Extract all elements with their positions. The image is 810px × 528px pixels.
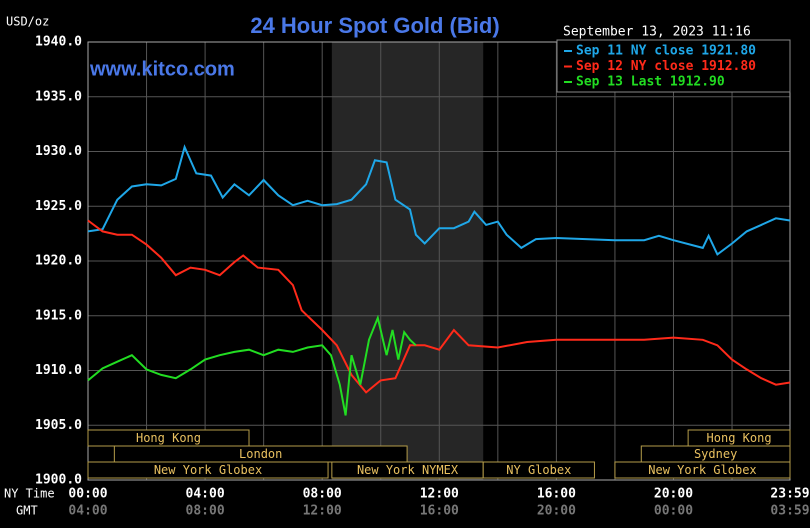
x-tick-label: 20:00: [654, 487, 693, 502]
session-label: Sydney: [694, 447, 737, 461]
series-line: [87, 314, 417, 416]
session-box: [87, 461, 329, 479]
y-tick-label: 1935.0: [35, 89, 82, 104]
y-axis-label: USD/oz: [6, 15, 49, 29]
session-label: New York NYMEX: [357, 463, 459, 477]
x2-axis-label: GMT: [16, 504, 38, 518]
session-box: [482, 461, 595, 479]
x2-tick-label: 00:00: [654, 504, 693, 519]
x2-tick-label: 08:00: [186, 504, 225, 519]
watermark: www.kitco.com: [89, 58, 235, 80]
x-tick-label: 12:00: [420, 487, 459, 502]
x-tick-label: 16:00: [537, 487, 576, 502]
x-tick-label: 00:00: [68, 487, 107, 502]
y-tick-label: 1925.0: [35, 199, 82, 214]
x2-tick-label: 04:00: [68, 504, 107, 519]
legend-box: [556, 39, 791, 93]
y-tick-label: 1940.0: [35, 35, 82, 50]
y-tick-label: 1905.0: [35, 418, 82, 433]
x2-tick-label: 12:00: [303, 504, 342, 519]
legend-label: Sep 12 NY close 1912.80: [576, 59, 756, 74]
y-tick-label: 1920.0: [35, 254, 82, 269]
x-tick-label: 08:00: [303, 487, 342, 502]
chart-title: 24 Hour Spot Gold (Bid): [250, 13, 499, 38]
legend-label: Sep 13 Last 1912.90: [576, 75, 725, 90]
series-line: [87, 144, 791, 256]
plot-border: [87, 41, 791, 481]
session-label: Hong Kong: [707, 431, 772, 445]
session-box: [614, 461, 791, 479]
session-label: NY Globex: [506, 463, 571, 477]
legend-label: Sep 11 NY close 1921.80: [576, 44, 756, 59]
session-label: New York Globex: [154, 463, 262, 477]
session-label: Hong Kong: [136, 431, 201, 445]
session-label: London: [239, 447, 282, 461]
session-label: New York Globex: [648, 463, 756, 477]
x2-tick-label: 20:00: [537, 504, 576, 519]
x-tick-label: 04:00: [186, 487, 225, 502]
x2-tick-label: 16:00: [420, 504, 459, 519]
y-tick-label: 1910.0: [35, 363, 82, 378]
timestamp: September 13, 2023 11:16: [563, 25, 751, 40]
series-line: [87, 219, 791, 394]
x2-tick-label: 03:59: [770, 504, 809, 519]
y-tick-label: 1930.0: [35, 144, 82, 159]
x-axis-label: NY Time: [4, 487, 55, 501]
x-tick-label: 23:59: [770, 487, 809, 502]
y-tick-label: 1900.0: [35, 473, 82, 488]
y-tick-label: 1915.0: [35, 308, 82, 323]
